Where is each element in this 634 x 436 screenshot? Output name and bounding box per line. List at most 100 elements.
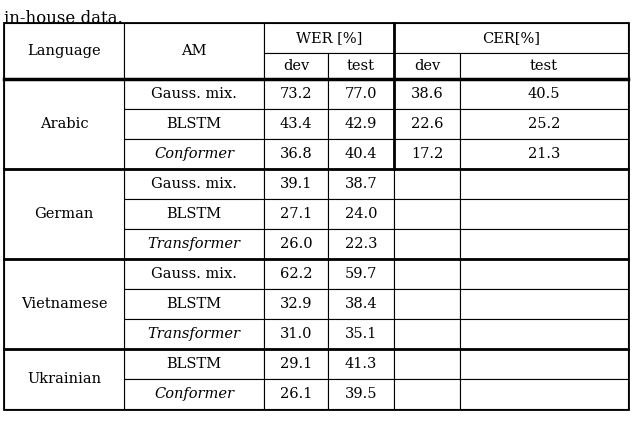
Text: Gauss. mix.: Gauss. mix.	[151, 177, 237, 191]
Bar	[4, 23, 124, 79]
Bar	[264, 379, 328, 409]
Text: dev: dev	[414, 59, 440, 73]
Bar	[460, 199, 628, 229]
Bar	[4, 23, 628, 409]
Bar	[328, 229, 394, 259]
Bar	[328, 79, 394, 109]
Bar	[124, 199, 264, 229]
Text: BLSTM: BLSTM	[167, 297, 221, 311]
Text: 41.3: 41.3	[345, 357, 377, 371]
Bar	[394, 319, 460, 349]
Text: 21.3: 21.3	[528, 147, 560, 161]
Text: 73.2: 73.2	[280, 87, 313, 101]
Text: 39.5: 39.5	[345, 387, 377, 401]
Bar	[264, 349, 328, 379]
Bar	[460, 289, 628, 319]
Text: 39.1: 39.1	[280, 177, 312, 191]
Bar	[4, 259, 124, 349]
Bar	[124, 319, 264, 349]
Text: 26.0: 26.0	[280, 237, 313, 251]
Text: 77.0: 77.0	[345, 87, 377, 101]
Text: Vietnamese: Vietnamese	[21, 297, 107, 311]
Text: 35.1: 35.1	[345, 327, 377, 341]
Bar	[328, 349, 394, 379]
Bar	[394, 79, 460, 109]
Text: BLSTM: BLSTM	[167, 117, 221, 131]
Bar	[124, 229, 264, 259]
Text: 40.5: 40.5	[527, 87, 560, 101]
Bar	[460, 169, 628, 199]
Text: Transformer: Transformer	[148, 327, 240, 341]
Bar	[460, 79, 628, 109]
Text: 59.7: 59.7	[345, 267, 377, 281]
Bar	[394, 259, 460, 289]
Bar	[264, 169, 328, 199]
Text: Gauss. mix.: Gauss. mix.	[151, 87, 237, 101]
Bar	[124, 289, 264, 319]
Bar	[460, 53, 628, 79]
Bar	[264, 109, 328, 139]
Bar	[124, 139, 264, 169]
Bar	[328, 53, 394, 79]
Text: CER[%]: CER[%]	[482, 31, 540, 45]
Bar	[328, 109, 394, 139]
Bar	[394, 139, 460, 169]
Text: 36.8: 36.8	[280, 147, 313, 161]
Text: Conformer: Conformer	[154, 387, 234, 401]
Text: 31.0: 31.0	[280, 327, 313, 341]
Text: 29.1: 29.1	[280, 357, 312, 371]
Text: 32.9: 32.9	[280, 297, 313, 311]
Bar	[394, 23, 628, 53]
Text: 62.2: 62.2	[280, 267, 313, 281]
Text: in-house data.: in-house data.	[4, 10, 123, 27]
Bar	[264, 319, 328, 349]
Bar	[328, 259, 394, 289]
Bar	[394, 169, 460, 199]
Text: 38.4: 38.4	[345, 297, 377, 311]
Text: Transformer: Transformer	[148, 237, 240, 251]
Bar	[394, 199, 460, 229]
Bar	[460, 319, 628, 349]
Text: 22.6: 22.6	[411, 117, 443, 131]
Bar	[394, 53, 460, 79]
Text: test: test	[530, 59, 558, 73]
Text: Gauss. mix.: Gauss. mix.	[151, 267, 237, 281]
Bar	[394, 349, 460, 379]
Bar	[460, 379, 628, 409]
Bar	[124, 349, 264, 379]
Bar	[264, 79, 328, 109]
Text: Conformer: Conformer	[154, 147, 234, 161]
Text: 43.4: 43.4	[280, 117, 313, 131]
Bar	[460, 229, 628, 259]
Text: BLSTM: BLSTM	[167, 207, 221, 221]
Bar	[394, 289, 460, 319]
Bar	[124, 169, 264, 199]
Text: 26.1: 26.1	[280, 387, 312, 401]
Bar	[394, 229, 460, 259]
Bar	[394, 109, 460, 139]
Text: WER [%]: WER [%]	[296, 31, 362, 45]
Text: BLSTM: BLSTM	[167, 357, 221, 371]
Bar	[264, 23, 394, 53]
Bar	[264, 139, 328, 169]
Text: 40.4: 40.4	[345, 147, 377, 161]
Bar	[394, 379, 460, 409]
Bar	[124, 23, 264, 79]
Text: 22.3: 22.3	[345, 237, 377, 251]
Bar	[264, 53, 328, 79]
Text: dev: dev	[283, 59, 309, 73]
Bar	[328, 199, 394, 229]
Bar	[328, 139, 394, 169]
Text: 42.9: 42.9	[345, 117, 377, 131]
Text: 27.1: 27.1	[280, 207, 312, 221]
Bar	[264, 259, 328, 289]
Bar	[460, 259, 628, 289]
Bar	[124, 259, 264, 289]
Text: test: test	[347, 59, 375, 73]
Bar	[460, 139, 628, 169]
Bar	[264, 229, 328, 259]
Bar	[124, 379, 264, 409]
Text: Language: Language	[27, 44, 101, 58]
Text: 38.6: 38.6	[411, 87, 443, 101]
Bar	[4, 349, 124, 409]
